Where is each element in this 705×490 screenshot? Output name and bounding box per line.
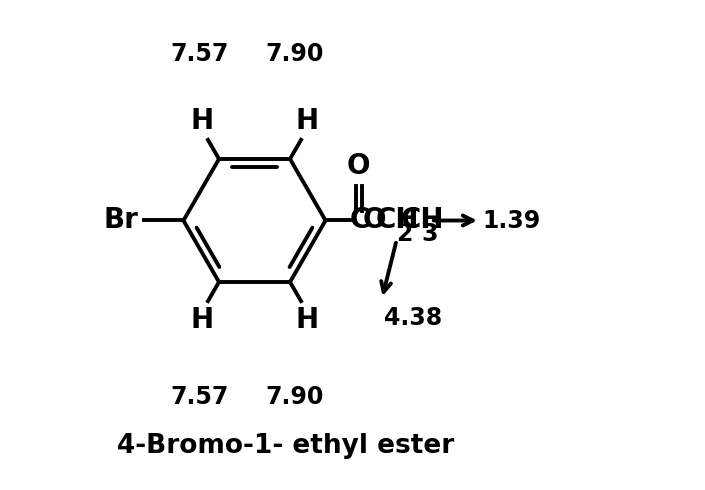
Text: H: H [295,107,319,135]
Text: H: H [295,306,319,334]
Text: 4-Bromo-1- ethyl ester: 4-Bromo-1- ethyl ester [117,433,455,459]
Text: 2: 2 [397,222,413,246]
Text: 1.39: 1.39 [482,209,541,232]
Text: 7.90: 7.90 [266,385,324,409]
Text: CH: CH [400,206,444,235]
Text: H: H [190,107,214,135]
Text: O: O [347,152,371,180]
Text: 4.38: 4.38 [384,306,443,330]
Text: Br: Br [104,206,138,235]
Text: 7.57: 7.57 [170,385,228,409]
Text: CH: CH [376,206,419,235]
Text: C: C [350,206,370,235]
Text: 3: 3 [422,222,438,246]
Text: H: H [190,306,214,334]
Text: 7.57: 7.57 [170,42,228,66]
Text: 7.90: 7.90 [266,42,324,66]
Text: O: O [362,206,386,235]
